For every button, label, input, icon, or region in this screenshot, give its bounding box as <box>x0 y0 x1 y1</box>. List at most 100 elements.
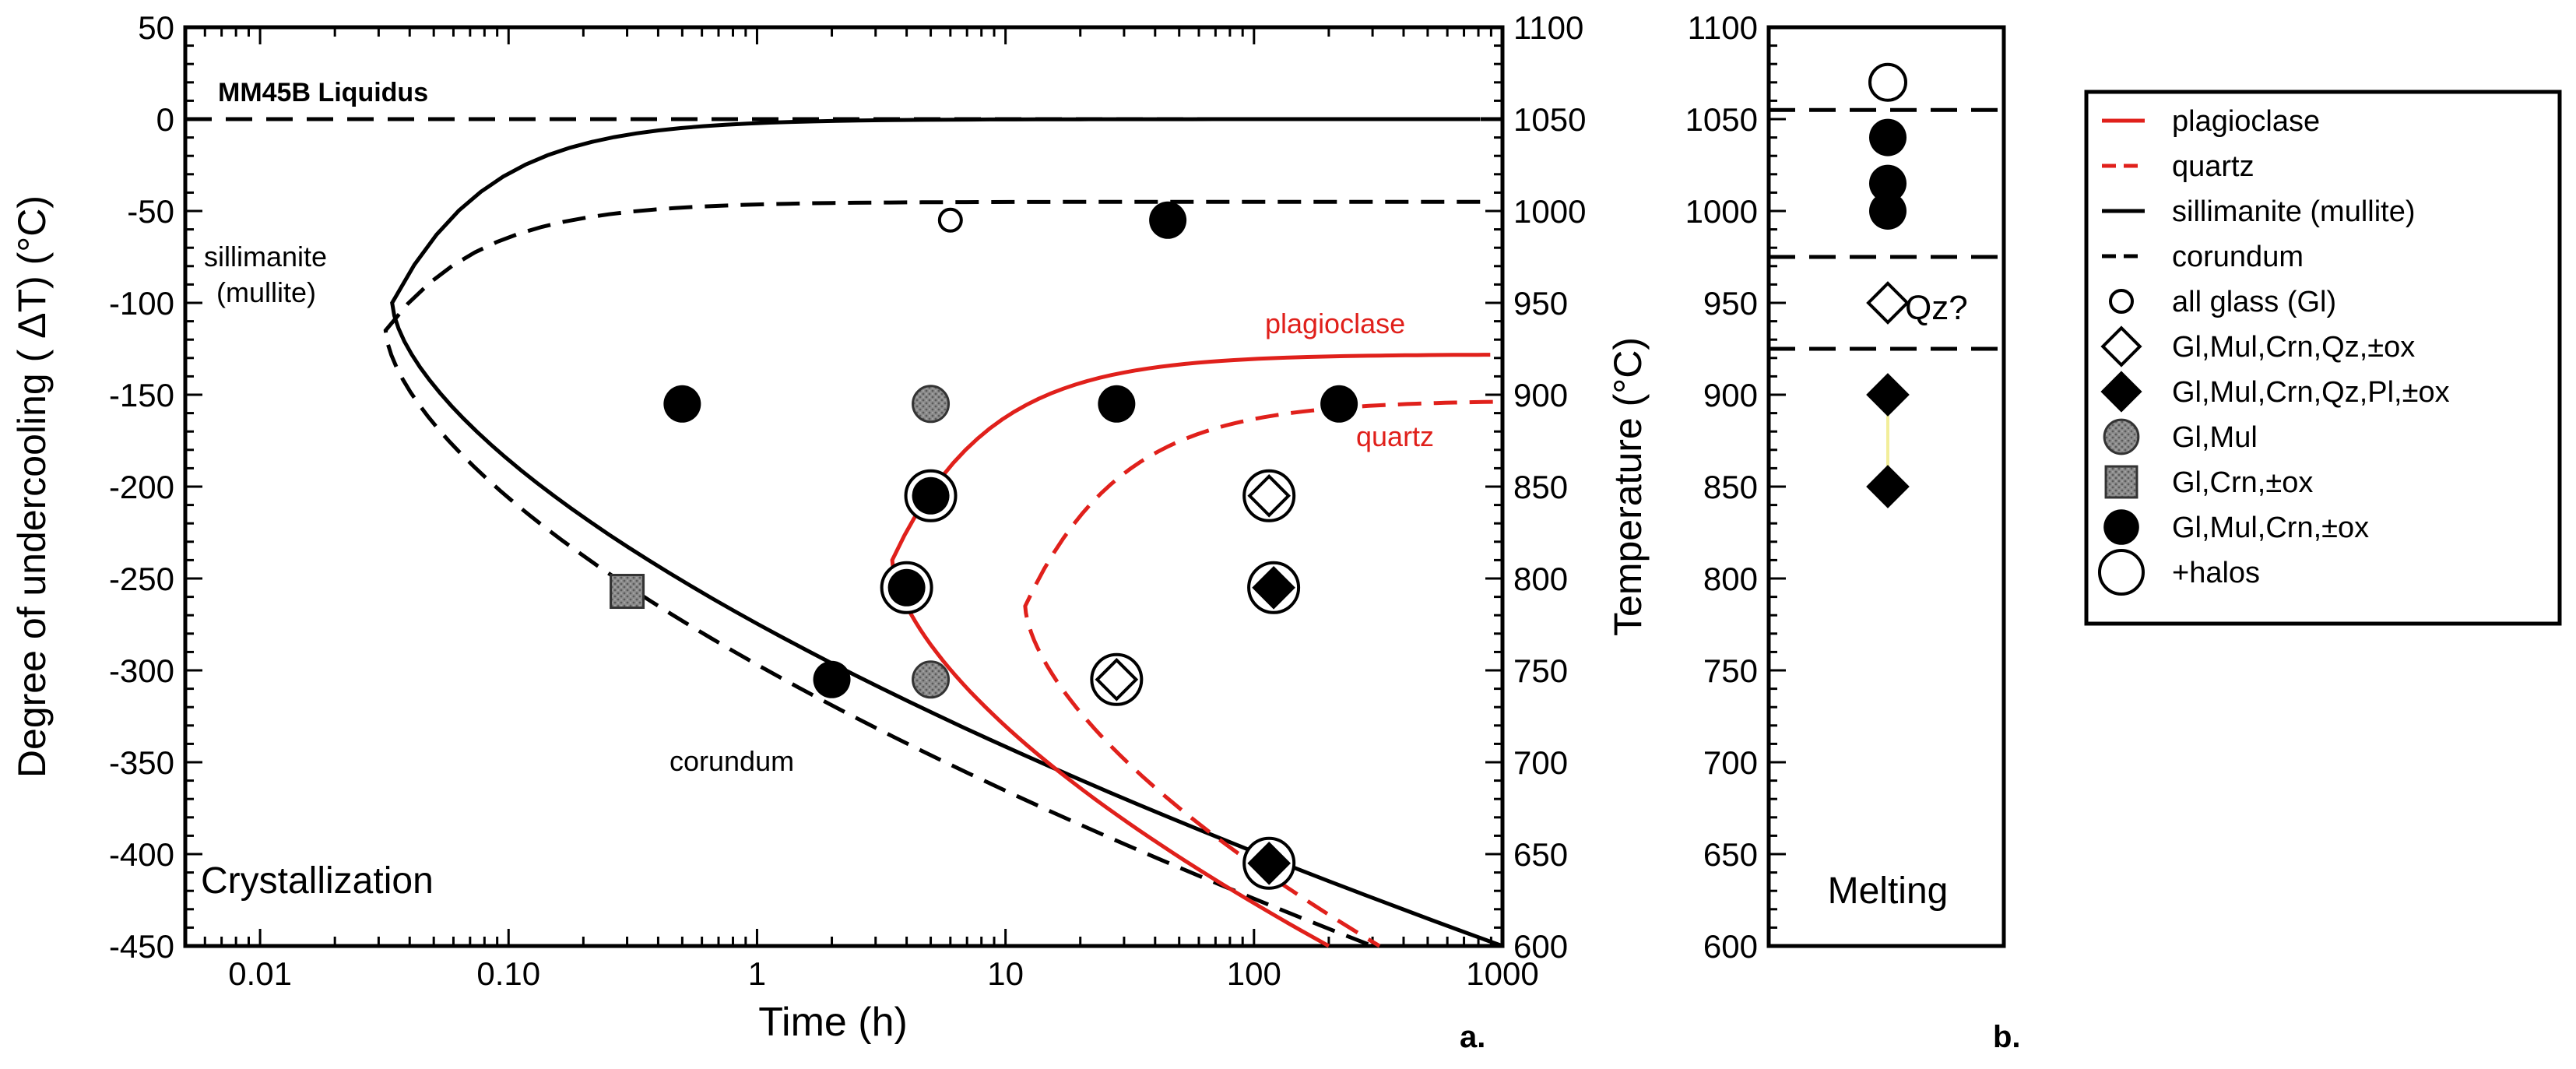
gl-mul-crn-marker <box>1869 192 1907 230</box>
legend-label: +halos <box>2172 557 2260 589</box>
x-tick-label: 10 <box>987 955 1024 992</box>
series-curve-sillimanite-mullite- <box>390 117 1503 948</box>
legend-label: Gl,Mul,Crn,Qz,±ox <box>2172 331 2415 364</box>
gl-mul-crn-qz-marker <box>1247 473 1292 518</box>
legend-label: Gl,Crn,±ox <box>2172 466 2313 499</box>
series-curve-plagioclase <box>890 353 1491 948</box>
y-tick-label: -200 <box>109 469 174 505</box>
x-axis-title: Time (h) <box>758 1000 908 1045</box>
legend-label: Gl,Mul <box>2172 421 2258 454</box>
panel-a-tick-labels: 0.01 0.10 1 10 100 1000 50 0 -50 -100 -150 -200 -250… <box>109 9 1587 992</box>
panel-a-frame <box>183 25 1505 948</box>
legend-entry-plagioclase: plagioclase <box>2102 105 2320 138</box>
y2-tick-label: 1050 <box>1513 101 1586 138</box>
b-y-tick-label: 900 <box>1703 377 1758 413</box>
gl-mul-marker <box>912 660 951 699</box>
legend-entry-gl_mul_crn_qz: Gl,Mul,Crn,Qz,±ox <box>2100 325 2415 367</box>
y-tick-label: -400 <box>109 836 174 873</box>
corundum-label: corundum <box>669 745 794 777</box>
legend-entry-sillimanite: sillimanite (mullite) <box>2102 195 2416 228</box>
gl-mul-crn-qz-pl-marker <box>2100 371 2142 413</box>
panel-b-tick-labels: 1100 1050 1000 950 900 850 800 750 700 650 600 <box>1685 9 1758 965</box>
b-y-tick-label: 1000 <box>1685 193 1758 230</box>
y2-tick-label: 600 <box>1513 928 1568 965</box>
legend-label: plagioclase <box>2172 105 2320 138</box>
y-tick-label: -100 <box>109 285 174 322</box>
y2-tick-label: 850 <box>1513 469 1568 505</box>
melting-label: Melting <box>1828 870 1949 912</box>
gl-mul-crn-qz-marker <box>1866 281 1910 325</box>
all-glass-marker <box>2109 289 2134 314</box>
qz-question-label: Qz? <box>1905 289 1968 327</box>
x-tick-label: 100 <box>1227 955 1281 992</box>
legend-entry-quartz: quartz <box>2102 150 2254 183</box>
liquidus-label: MM45B Liquidus <box>218 78 428 107</box>
b-y-tick-label: 1100 <box>1688 9 1758 46</box>
b-y-tick-label: 950 <box>1703 285 1758 322</box>
series-curve-corundum <box>383 199 1481 948</box>
gl-crn-marker <box>2104 465 2138 499</box>
gl-mul-crn-marker <box>1320 385 1358 423</box>
panel-b-y-axis-title: Temperature (°C) <box>1606 337 1650 636</box>
y2-tick-label: 900 <box>1513 377 1568 413</box>
y-tick-label: -50 <box>127 193 174 230</box>
y-tick-label: -350 <box>109 744 174 781</box>
gl-mul-crn-qz-pl-marker <box>1247 841 1292 885</box>
quartz-label: quartz <box>1356 420 1434 452</box>
panel-a-ticks <box>184 26 1504 948</box>
panel-b-label: b. <box>1993 1020 2021 1054</box>
y-tick-label: -300 <box>109 652 174 689</box>
legend-label: all glass (Gl) <box>2172 286 2336 318</box>
y2-tick-label: 700 <box>1513 744 1568 781</box>
gl-mul-crn-marker <box>912 476 950 515</box>
legend-label: Gl,Mul,Crn,Qz,Pl,±ox <box>2172 376 2450 409</box>
legend: plagioclase quartz sillimanite (mullite) co… <box>2084 90 2562 626</box>
gl-mul-crn-marker <box>1149 201 1187 239</box>
panel-a: 0.01 0.10 1 10 100 1000 50 0 -50 -100 -150 -200 -250… <box>10 9 1586 1054</box>
legend-frame <box>2084 90 2562 626</box>
y2-tick-label: 800 <box>1513 561 1568 597</box>
panel-b-ticks <box>1769 26 2004 948</box>
x-tick-label: 0.10 <box>476 955 540 992</box>
y-tick-label: -250 <box>109 561 174 597</box>
gl-mul-crn-qz-marker <box>1095 657 1139 702</box>
gl-mul-crn-qz-pl-marker <box>1866 465 1910 508</box>
b-y-tick-label: 800 <box>1703 561 1758 597</box>
legend-halo-marker <box>2098 549 2145 596</box>
legend-entry-corundum: corundum <box>2102 241 2304 273</box>
all-glass-marker <box>937 207 963 233</box>
legend-entry-halos: +halos <box>2098 549 2260 596</box>
legend-label: Gl,Mul,Crn,±ox <box>2172 512 2369 544</box>
y2-tick-label: 650 <box>1513 836 1568 873</box>
legend-entry-gl_mul_crn_qz_pl: Gl,Mul,Crn,Qz,Pl,±ox <box>2100 371 2450 413</box>
crystallization-label: Crystallization <box>201 860 434 902</box>
gl-mul-crn-marker <box>887 568 926 607</box>
gl-mul-crn-marker <box>1869 164 1907 202</box>
legend-entry-gl_crn: Gl,Crn,±ox <box>2104 465 2313 499</box>
halo-marker <box>1868 62 1907 102</box>
y-tick-label: 0 <box>156 101 174 138</box>
y-tick-label: -150 <box>109 377 174 413</box>
legend-entry-all_glass: all glass (Gl) <box>2109 286 2336 318</box>
legend-entry-gl_mul_crn: Gl,Mul,Crn,±ox <box>2103 509 2369 545</box>
b-y-tick-label: 750 <box>1703 652 1758 689</box>
y2-tick-label: 750 <box>1513 652 1568 689</box>
y-axis-title: Degree of undercooling ( ΔT) (°C) <box>10 195 54 778</box>
plagioclase-label: plagioclase <box>1265 308 1405 339</box>
x-tick-label: 0.01 <box>228 955 292 992</box>
gl-mul-crn-marker <box>813 660 851 698</box>
gl-mul-marker <box>912 385 951 424</box>
y2-tick-label: 1100 <box>1513 9 1583 46</box>
b-y-tick-label: 700 <box>1703 744 1758 781</box>
panel-b-points <box>1866 62 1910 508</box>
panel-b: 1100 1050 1000 950 900 850 800 750 700 650 600 Tem… <box>1606 9 2021 1054</box>
b-y-tick-label: 650 <box>1703 836 1758 873</box>
y2-tick-label: 950 <box>1513 285 1568 322</box>
b-y-tick-label: 600 <box>1703 928 1758 965</box>
legend-label: quartz <box>2172 150 2254 183</box>
legend-label: corundum <box>2172 241 2304 273</box>
y-tick-label: -450 <box>109 928 174 965</box>
gl-mul-crn-marker <box>663 385 701 423</box>
b-y-tick-label: 850 <box>1703 469 1758 505</box>
